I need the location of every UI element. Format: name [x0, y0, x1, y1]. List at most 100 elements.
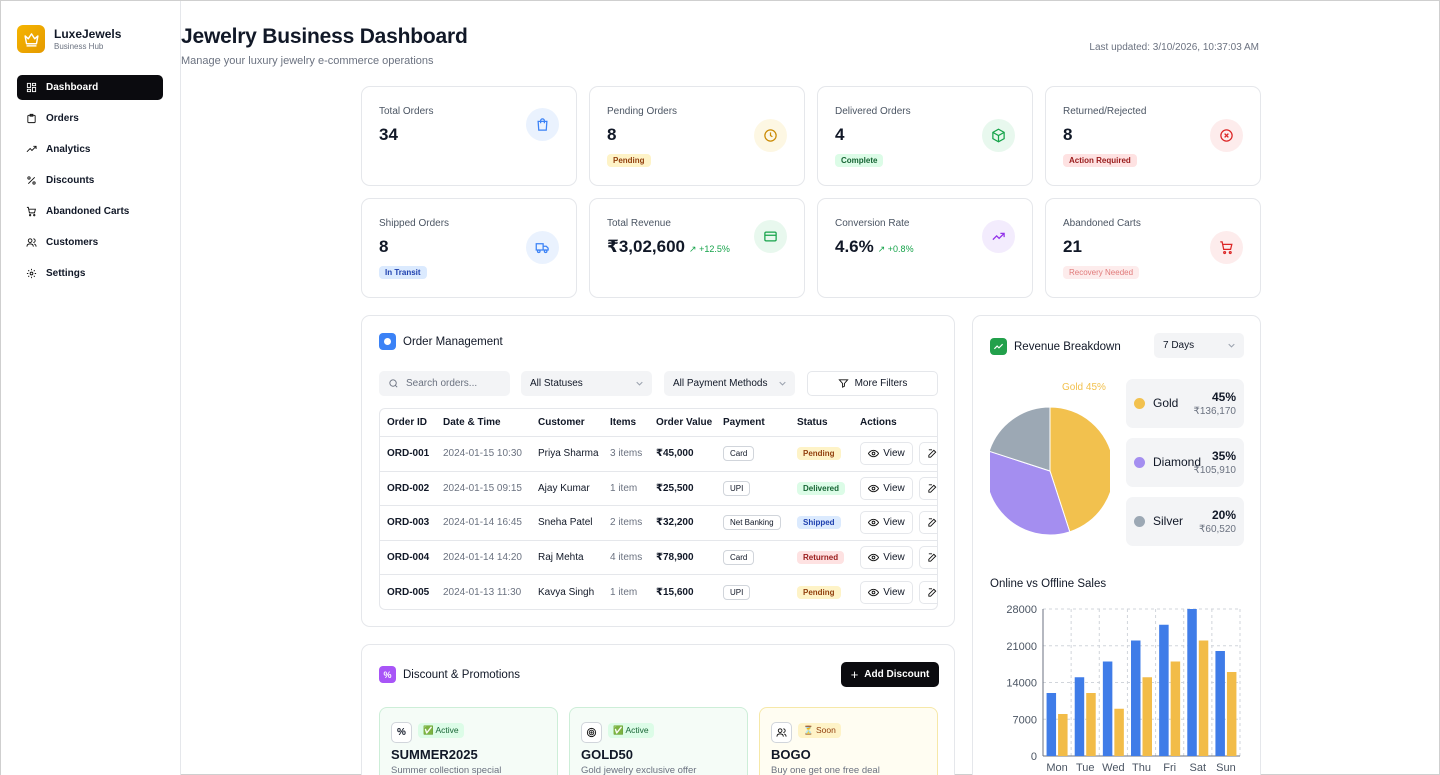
view-label: View: [883, 482, 905, 494]
trend-value: +0.8%: [887, 244, 914, 254]
card-title: Order Management: [403, 335, 503, 348]
bar-wed-series-2: [1114, 708, 1124, 756]
card-title: Revenue Breakdown: [1014, 340, 1121, 353]
sidebar-item-dashboard[interactable]: Dashboard: [17, 75, 163, 100]
stat-label: Returned/Rejected: [1063, 106, 1147, 117]
revenue-item-silver[interactable]: Silver 20% ₹60,520: [1126, 497, 1244, 546]
brand[interactable]: LuxeJewels Business Hub: [17, 25, 121, 53]
promo-card-gold50[interactable]: ✅ Active GOLD50 Gold jewelry exclusive o…: [569, 707, 748, 775]
order-id: ORD-002: [387, 482, 430, 494]
column-header: Items: [610, 417, 637, 428]
sidebar-item-abandoned-carts[interactable]: Abandoned Carts: [17, 199, 163, 224]
sidebar-item-orders[interactable]: Orders: [17, 106, 163, 131]
stat-card-abandoned-carts[interactable]: Abandoned Carts 21 Recovery Needed: [1045, 198, 1261, 298]
bar-wed-series-1: [1102, 661, 1113, 756]
order-date: 2024-01-15 10:30: [443, 448, 522, 460]
revenue-item-gold[interactable]: Gold 45% ₹136,170: [1126, 379, 1244, 428]
table-row[interactable]: ORD-002 2024-01-15 09:15 Ajay Kumar 1 item ₹…: [380, 472, 937, 506]
stat-card-returned-rejected[interactable]: Returned/Rejected 8 Action Required: [1045, 86, 1261, 186]
table-header-row: Order ID Date & Time Customer Items Orde…: [380, 409, 937, 437]
stat-label: Total Orders: [379, 106, 434, 117]
table-row[interactable]: ORD-001 2024-01-15 10:30 Priya Sharma 3 ite…: [380, 437, 937, 472]
stat-card-pending-orders[interactable]: Pending Orders 8 Pending: [589, 86, 805, 186]
view-button[interactable]: View: [860, 545, 913, 569]
stat-card-total-orders[interactable]: Total Orders 34: [361, 86, 577, 186]
view-button[interactable]: View: [860, 511, 913, 535]
edit-button[interactable]: [919, 580, 937, 604]
table-row[interactable]: ORD-004 2024-01-14 14:20 Raj Mehta 4 items ₹…: [380, 541, 937, 575]
online-offline-bar-chart: 0 7000 14000 21000 28000 Mon Tue Wed Thu Fri Sat Su…: [1006, 604, 1241, 774]
status-badge: Returned: [797, 550, 845, 564]
order-id: ORD-004: [387, 551, 430, 563]
status-badge: Pending: [607, 154, 651, 167]
more-filters-button[interactable]: More Filters: [807, 371, 938, 396]
table-row[interactable]: ORD-003 2024-01-14 16:45 Sneha Patel 2 item…: [380, 506, 937, 541]
bar-fri-series-1: [1159, 624, 1169, 756]
promo-card-bogo[interactable]: ⏳ Soon BOGO Buy one get one free deal: [759, 707, 938, 775]
status-badge: In Transit: [379, 266, 427, 279]
trending-up-icon: [990, 338, 1007, 355]
sidebar-item-label: Discounts: [46, 175, 95, 186]
column-header: Order Value: [656, 417, 713, 428]
order-id: ORD-003: [387, 517, 430, 529]
edit-button[interactable]: [919, 476, 937, 500]
pie-slice-diamond[interactable]: [990, 450, 1071, 536]
payment-badge: UPI: [723, 480, 751, 496]
payment-filter-value: All Payment Methods: [673, 378, 768, 389]
revenue-item-percent: 35%: [1211, 449, 1236, 463]
promo-description: Gold jewelry exclusive offer: [581, 765, 697, 775]
status-cell: Pending: [797, 437, 841, 471]
pie-slice-gold[interactable]: [1049, 406, 1110, 533]
edit-button[interactable]: [919, 545, 937, 569]
view-button[interactable]: View: [860, 476, 913, 500]
order-date: 2024-01-15 09:15: [443, 482, 522, 494]
payment-filter-select[interactable]: All Payment Methods: [664, 371, 795, 396]
edit-button[interactable]: [919, 442, 937, 466]
view-button[interactable]: View: [860, 580, 913, 604]
search-input[interactable]: Search orders...: [379, 371, 510, 396]
status-badge: Recovery Needed: [1063, 266, 1140, 279]
item-count: 3 items: [610, 448, 643, 460]
actions-cell: View: [860, 472, 937, 506]
add-discount-button[interactable]: + Add Discount: [841, 662, 939, 687]
stat-card-conversion-rate[interactable]: Conversion Rate 4.6% ↗ +0.8%: [817, 198, 1033, 298]
period-select[interactable]: 7 Days: [1154, 333, 1244, 358]
y-tick-label: 28000: [1006, 604, 1037, 616]
sidebar-item-settings[interactable]: Settings: [17, 261, 163, 286]
revenue-item-diamond[interactable]: Diamond 35% ₹105,910: [1126, 438, 1244, 487]
status-cell: Pending: [797, 575, 841, 609]
y-tick-label: 7000: [1013, 714, 1037, 726]
sidebar-item-discounts[interactable]: Discounts: [17, 168, 163, 193]
edit-button[interactable]: [919, 511, 937, 535]
bar-thu-series-1: [1131, 640, 1141, 756]
users-icon: [26, 238, 37, 247]
customer-name: Ajay Kumar: [538, 482, 590, 494]
view-label: View: [883, 448, 905, 460]
legend-dot: [1134, 398, 1145, 409]
sidebar-item-customers[interactable]: Customers: [17, 230, 163, 255]
eye-icon: [868, 519, 880, 527]
stat-card-total-revenue[interactable]: Total Revenue ₹3,02,600 ↗ +12.5%: [589, 198, 805, 298]
table-row[interactable]: ORD-005 2024-01-13 11:30 Kavya Singh 1 item…: [380, 575, 937, 609]
package-icon: [982, 119, 1015, 152]
promo-card-summer2025[interactable]: % ✅ Active SUMMER2025 Summer collection …: [379, 707, 558, 775]
column-header: Date & Time: [443, 417, 501, 428]
sidebar-item-analytics[interactable]: Analytics: [17, 137, 163, 162]
stat-card-delivered-orders[interactable]: Delivered Orders 4 Complete: [817, 86, 1033, 186]
order-date: 2024-01-14 16:45: [443, 517, 522, 529]
x-circle-icon: [1210, 119, 1243, 152]
order-value: ₹15,600: [656, 586, 694, 598]
payment-cell: Card: [723, 437, 755, 471]
stat-card-shipped-orders[interactable]: Shipped Orders 8 In Transit: [361, 198, 577, 298]
status-cell: Shipped: [797, 506, 841, 540]
revenue-item-percent: 20%: [1211, 508, 1236, 522]
pie-slice-silver[interactable]: [990, 406, 1051, 472]
item-count: 4 items: [610, 551, 643, 563]
status-badge: Pending: [797, 447, 841, 461]
stat-label: Conversion Rate: [835, 218, 910, 229]
view-button[interactable]: View: [860, 442, 913, 466]
percent-icon: [27, 176, 36, 185]
gear-icon: [26, 268, 37, 279]
status-filter-select[interactable]: All Statuses: [521, 371, 652, 396]
promo-description: Buy one get one free deal: [771, 765, 880, 775]
